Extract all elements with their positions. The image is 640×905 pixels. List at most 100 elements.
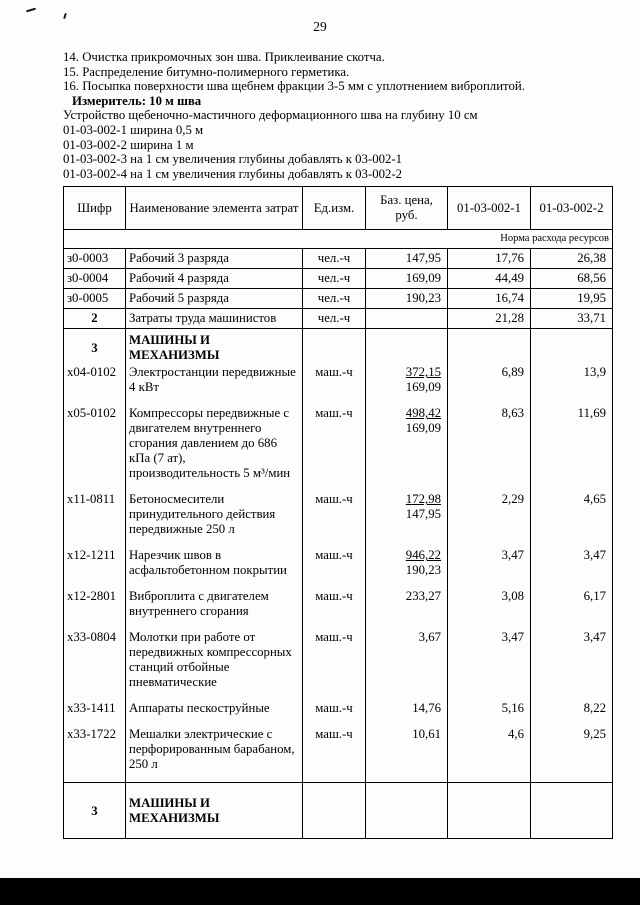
row-norm-002-1: 6,89 xyxy=(447,364,531,406)
row-code: х12-1211 xyxy=(63,547,126,589)
row-norm-002-2 xyxy=(530,782,613,839)
col-header-norm-002-1: 01-03-002-1 xyxy=(447,186,531,231)
row-name: МАШИНЫ И МЕХАНИЗМЫ xyxy=(125,782,303,839)
table-row: х33-0804 Молотки при работе от передвижны… xyxy=(63,629,613,701)
row-base-price: 14,76 xyxy=(365,700,448,727)
col-header-name: Наименование элемента затрат xyxy=(125,186,303,231)
page-number: 29 xyxy=(313,19,327,34)
row-name: Мешалки электрические с перфорированным … xyxy=(125,726,303,784)
row-name: Молотки при работе от передвижных компре… xyxy=(125,629,303,701)
row-name: Затраты труда машинистов xyxy=(125,308,303,330)
table-row: з0-0005 Рабочий 5 разряда чел.-ч 190,23 16,7… xyxy=(63,288,613,310)
row-norm-002-1: 8,63 xyxy=(447,405,531,492)
meter-label: Измеритель: 10 м шва xyxy=(72,93,202,108)
row-norm-002-1: 4,6 xyxy=(447,726,531,784)
base-price-underlined: 946,22 xyxy=(405,548,441,563)
row-base-price: 172,98 147,95 xyxy=(365,491,448,548)
row-unit: маш.-ч xyxy=(302,491,366,548)
row-name: Нарезчик швов в асфальтобетонном покрыти… xyxy=(125,547,303,589)
row-base-price: 372,15 169,09 xyxy=(365,364,448,406)
list-item: 15. Распределение битумно-полимерного ге… xyxy=(63,64,350,79)
table-row: х11-0811 Бетоносмесители принудительного … xyxy=(63,491,613,548)
row-unit: чел.-ч xyxy=(302,308,366,330)
row-code: х05-0102 xyxy=(63,405,126,492)
table-row: х04-0102 Электростанции передвижные 4 кВт… xyxy=(63,364,613,406)
row-name: Электростанции передвижные 4 кВт xyxy=(125,364,303,406)
row-norm-002-1: 3,47 xyxy=(447,629,531,701)
table-row: х33-1411 Аппараты пескоструйные маш.-ч 14,7… xyxy=(63,700,613,727)
row-code: х33-1722 xyxy=(63,726,126,784)
row-unit xyxy=(302,328,366,365)
intro-text: 14. Очистка прикромочных зон шва. Прикле… xyxy=(63,50,613,181)
row-norm-002-2: 11,69 xyxy=(530,405,613,492)
row-unit: маш.-ч xyxy=(302,700,366,727)
variant-line: 01-03-002-3 на 1 см увеличения глубины д… xyxy=(63,152,403,167)
col-header-base-price: Баз. цена, руб. xyxy=(365,186,448,231)
row-unit: маш.-ч xyxy=(302,726,366,784)
row-name: Аппараты пескоструйные xyxy=(125,700,303,727)
base-price-underlined: 172,98 xyxy=(405,492,441,507)
cost-table-head: Шифр Наименование элемента затрат Ед.изм… xyxy=(63,186,613,250)
cost-table-body: з0-0003 Рабочий 3 разряда чел.-ч 147,95 17,7… xyxy=(63,248,613,839)
work-description: Устройство щебеночно-мастичного деформац… xyxy=(63,108,478,123)
cost-table: Шифр Наименование элемента затрат Ед.изм… xyxy=(63,186,613,840)
row-norm-002-2: 19,95 xyxy=(530,288,613,310)
row-unit: маш.-ч xyxy=(302,547,366,589)
row-unit: маш.-ч xyxy=(302,364,366,406)
row-unit xyxy=(302,782,366,839)
row-unit: чел.-ч xyxy=(302,288,366,310)
row-code: з0-0003 xyxy=(63,248,126,270)
row-unit: чел.-ч xyxy=(302,268,366,290)
row-norm-002-1 xyxy=(447,328,531,365)
row-unit: маш.-ч xyxy=(302,588,366,630)
base-price-underlined: 498,42 xyxy=(405,406,441,421)
row-norm-002-2: 3,47 xyxy=(530,629,613,701)
col-header-code: Шифр xyxy=(63,186,126,231)
base-price-underlined: 372,15 xyxy=(405,365,441,380)
row-norm-002-1: 2,29 xyxy=(447,491,531,548)
row-base-price: 190,23 xyxy=(365,288,448,310)
table-row: х33-1722 Мешалки электрические с перфорир… xyxy=(63,726,613,784)
row-norm-002-2: 4,65 xyxy=(530,491,613,548)
table-row: 3 МАШИНЫ И МЕХАНИЗМЫ xyxy=(63,328,613,365)
row-code: 3 xyxy=(63,782,126,839)
row-unit: маш.-ч xyxy=(302,629,366,701)
row-norm-002-1: 3,47 xyxy=(447,547,531,589)
base-price-secondary: 169,09 xyxy=(405,421,441,436)
row-base-price: 233,27 xyxy=(365,588,448,630)
row-name: Компрессоры передвижные с двигателем вну… xyxy=(125,405,303,492)
row-base-price: 498,42 169,09 xyxy=(365,405,448,492)
row-norm-002-2: 33,71 xyxy=(530,308,613,330)
row-base-price: 10,61 xyxy=(365,726,448,784)
row-code: х33-1411 xyxy=(63,700,126,727)
row-norm-002-2: 3,47 xyxy=(530,547,613,589)
row-norm-002-2: 9,25 xyxy=(530,726,613,784)
row-base-price xyxy=(365,308,448,330)
list-item: 14. Очистка прикромочных зон шва. Прикле… xyxy=(63,50,385,64)
row-code: 2 xyxy=(63,308,126,330)
row-base-price: 946,22 190,23 xyxy=(365,547,448,589)
col-header-unit: Ед.изм. xyxy=(302,186,366,231)
row-name: Виброплита с двигателем внутреннего сгор… xyxy=(125,588,303,630)
row-norm-002-1 xyxy=(447,782,531,839)
row-name: МАШИНЫ И МЕХАНИЗМЫ xyxy=(125,328,303,365)
row-norm-002-1: 5,16 xyxy=(447,700,531,727)
row-name: Рабочий 4 разряда xyxy=(125,268,303,290)
table-note-row: Норма расхода ресурсов xyxy=(63,229,613,250)
row-norm-002-1: 16,74 xyxy=(447,288,531,310)
row-name: Бетоносмесители принудительного действия… xyxy=(125,491,303,548)
table-row: 2 Затраты труда машинистов чел.-ч 21,28 33,7… xyxy=(63,308,613,330)
row-norm-002-2: 8,22 xyxy=(530,700,613,727)
row-norm-002-1: 17,76 xyxy=(447,248,531,270)
base-price-secondary: 147,95 xyxy=(405,507,441,522)
row-norm-002-1: 21,28 xyxy=(447,308,531,330)
table-row: х12-1211 Нарезчик швов в асфальтобетонном… xyxy=(63,547,613,589)
row-base-price: 3,67 xyxy=(365,629,448,701)
row-norm-002-1: 3,08 xyxy=(447,588,531,630)
row-code: х04-0102 xyxy=(63,364,126,406)
document-page: 29 14. Очистка прикромочных зон шва. При… xyxy=(0,7,640,905)
row-code: х11-0811 xyxy=(63,491,126,548)
row-unit: маш.-ч xyxy=(302,405,366,492)
row-norm-002-1: 44,49 xyxy=(447,268,531,290)
row-base-price xyxy=(365,782,448,839)
